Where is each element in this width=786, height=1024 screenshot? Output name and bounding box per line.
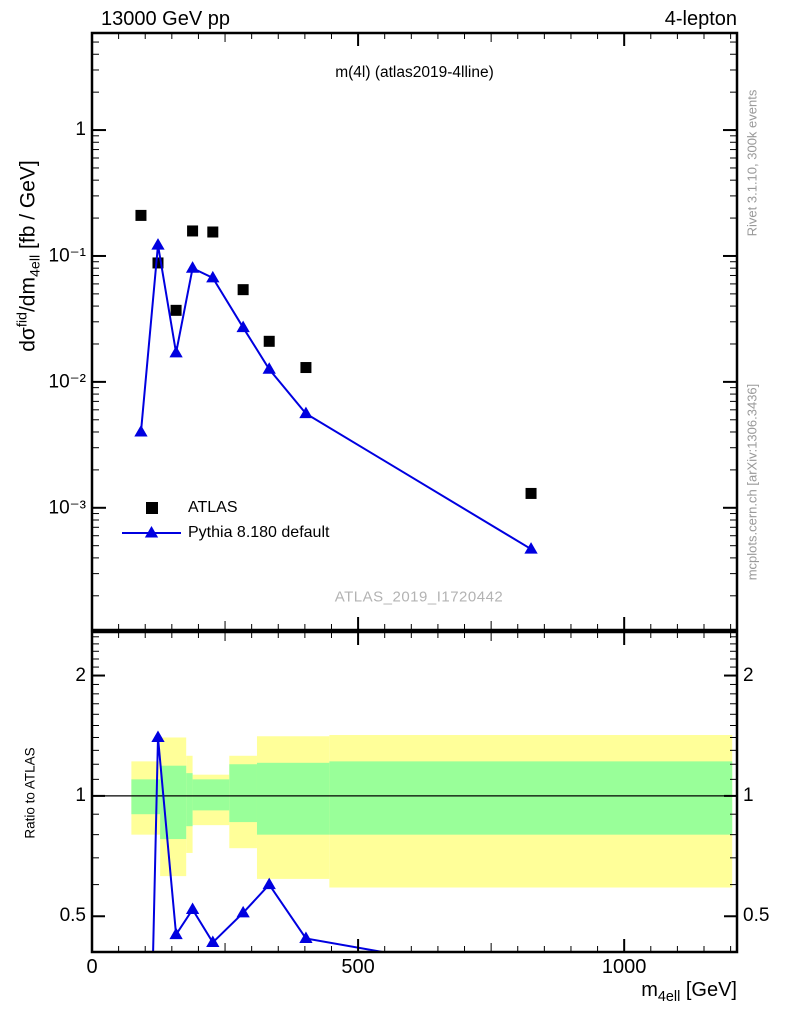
y-axis-title-units: [fb / GeV] bbox=[16, 160, 40, 255]
x-tick-label: 0 bbox=[86, 956, 98, 978]
pythia-prediction-curve bbox=[134, 238, 538, 554]
ratio-y-tick-label-left: 2 bbox=[75, 664, 86, 686]
ratio-y-tick-label-right: 2 bbox=[743, 664, 754, 686]
x-axis-title-units: [GeV] bbox=[680, 979, 737, 1001]
atlas-data-points bbox=[135, 209, 537, 499]
ratio-y-axis-title: Ratio to ATLAS bbox=[22, 747, 38, 839]
y-axis-title-subscript: 4ell bbox=[27, 254, 44, 278]
x-axis-title-subscript: 4ell bbox=[657, 989, 681, 1005]
ratio-pythia-curve bbox=[151, 730, 389, 952]
legend-label-atlas: ATLAS bbox=[188, 499, 238, 516]
legend-label-pythia: Pythia 8.180 default bbox=[188, 524, 330, 541]
x-tick-label: 1000 bbox=[601, 956, 647, 978]
ratio-y-tick-label-left: 0.5 bbox=[59, 905, 86, 927]
mcplots-arxiv-credit: mcplots.cern.ch [arXiv:1306.3436] bbox=[744, 383, 760, 581]
main-series bbox=[134, 209, 538, 554]
main-y-tick-label: 10⁻³ bbox=[48, 497, 87, 519]
y-axis-title-prefix: dσ bbox=[16, 327, 40, 352]
header-analysis-group: 4-lepton bbox=[664, 8, 737, 30]
axis-ticks bbox=[91, 33, 737, 952]
main-y-tick-label: 10⁻² bbox=[48, 371, 87, 393]
rivet-version-credit: Rivet 3.1.10, 300k events bbox=[744, 89, 760, 237]
y-axis-title-superscript: fid bbox=[14, 312, 31, 328]
ratio-panel-frame bbox=[90, 630, 739, 954]
x-tick-label: 500 bbox=[341, 956, 375, 978]
ratio-y-tick-label-right: 0.5 bbox=[743, 905, 770, 927]
main-y-axis-title: dσfid/dm4ell [fb / GeV] bbox=[14, 160, 43, 352]
x-axis-title: m4ell [GeV] bbox=[641, 979, 737, 1005]
main-y-tick-label: 10⁻¹ bbox=[48, 245, 87, 267]
ratio-band-green bbox=[131, 761, 733, 840]
ratio-y-tick-label-right: 1 bbox=[743, 784, 754, 806]
observable-title: m(4l) (atlas2019-4lline) bbox=[335, 64, 494, 81]
main-y-tick-label: 1 bbox=[75, 119, 86, 141]
legend-markers bbox=[122, 502, 181, 538]
main-panel-frame bbox=[90, 31, 739, 632]
y-axis-title-mid: /dm bbox=[16, 277, 40, 313]
x-axis-title-prefix: m bbox=[641, 979, 658, 1001]
header-beam-energy: 13000 GeV pp bbox=[101, 8, 230, 30]
analysis-id-watermark: ATLAS_2019_I1720442 bbox=[334, 588, 504, 606]
ratio-y-tick-label-left: 1 bbox=[75, 784, 86, 806]
